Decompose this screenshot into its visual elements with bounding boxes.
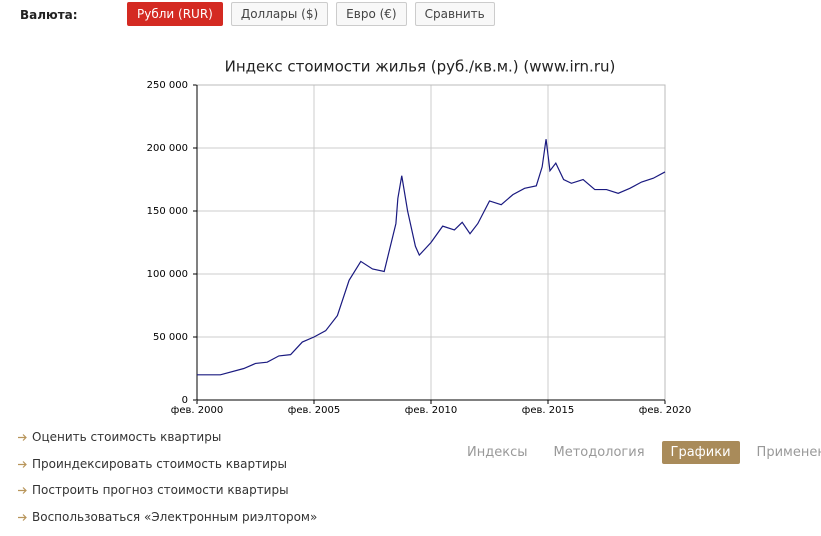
y-tick-label: 200 000 bbox=[147, 143, 188, 154]
tab[interactable]: Применение bbox=[756, 445, 821, 460]
y-tick-label: 250 000 bbox=[147, 80, 188, 91]
tabs: Индексы Методология Графики Применение bbox=[458, 441, 821, 464]
data-line bbox=[197, 139, 666, 376]
links: Оценить стоимость квартиры Проиндексирова… bbox=[18, 430, 317, 536]
arrow-icon bbox=[18, 460, 27, 468]
tab[interactable]: Методология bbox=[553, 445, 645, 460]
x-tick-label: фев. 2000 bbox=[171, 405, 223, 416]
link[interactable]: Оценить стоимость квартиры bbox=[18, 430, 317, 457]
link[interactable]: Построить прогноз стоимости квартиры bbox=[18, 483, 317, 510]
currency-button[interactable]: Доллары ($) bbox=[230, 2, 329, 26]
currency-label: Валюта: bbox=[20, 8, 78, 22]
tab[interactable]: Графики bbox=[661, 441, 740, 464]
x-tick-label: фев. 2020 bbox=[639, 405, 691, 416]
currency-button[interactable]: Сравнить bbox=[414, 2, 495, 26]
x-tick-label: фев. 2005 bbox=[288, 405, 340, 416]
chart-title: Индекс стоимости жилья (руб./кв.м.) (www… bbox=[225, 58, 616, 76]
y-tick-label: 150 000 bbox=[147, 206, 188, 217]
arrow-icon bbox=[18, 434, 27, 441]
y-tick-label: 0 bbox=[182, 395, 188, 406]
currency-button[interactable]: Рубли (RUR) bbox=[127, 2, 223, 26]
currency-buttons: Рубли (RUR) Доллары ($) Евро (€) Сравнить bbox=[127, 2, 495, 26]
link[interactable]: Воспользоваться «Электронным риэлтором» bbox=[18, 510, 317, 536]
y-tick-label: 100 000 bbox=[147, 269, 188, 280]
arrow-icon bbox=[18, 513, 27, 521]
y-tick-label: 50 000 bbox=[153, 332, 188, 343]
x-tick-label: фев. 2015 bbox=[522, 405, 574, 416]
x-tick-label: фев. 2010 bbox=[405, 405, 457, 416]
arrow-icon bbox=[18, 487, 27, 494]
link[interactable]: Проиндексировать стоимость квартиры bbox=[18, 457, 317, 484]
tab[interactable]: Индексы bbox=[467, 445, 528, 460]
currency-button[interactable]: Евро (€) bbox=[336, 2, 407, 26]
